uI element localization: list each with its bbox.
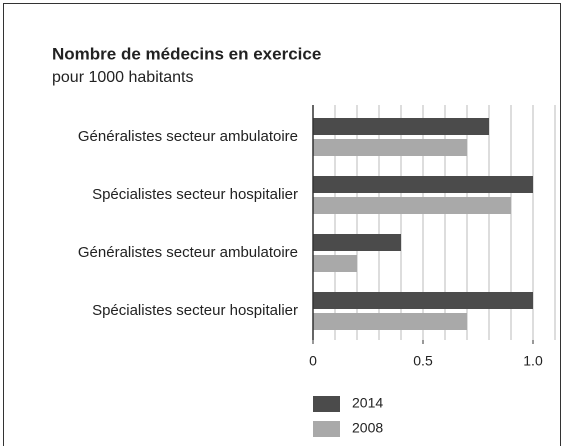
x-tick-label: 0.5	[413, 353, 433, 369]
y-tick-label: Spécialistes secteur hospitalier	[92, 186, 298, 203]
y-tick-label: Spécialistes secteur hospitalier	[92, 302, 298, 319]
chart-title: Nombre de médecins en exercice	[52, 44, 321, 63]
legend-swatch	[313, 396, 340, 412]
legend-label: 2014	[352, 395, 383, 411]
legend-label: 2008	[352, 420, 383, 436]
bar	[313, 234, 401, 251]
bar	[313, 197, 511, 214]
bar	[313, 139, 467, 156]
bar	[313, 292, 533, 309]
y-tick-label: Généralistes secteur ambulatoire	[78, 128, 298, 145]
y-tick-label: Généralistes secteur ambulatoire	[78, 244, 298, 261]
chart-subtitle: pour 1000 habitants	[52, 69, 193, 86]
frame	[3, 3, 561, 446]
bar	[313, 255, 357, 272]
x-tick-label: 1.0	[523, 353, 543, 369]
bar	[313, 313, 467, 330]
bar	[313, 176, 533, 193]
x-tick-label: 0	[309, 353, 317, 369]
legend-swatch	[313, 421, 340, 437]
bar	[313, 118, 489, 135]
